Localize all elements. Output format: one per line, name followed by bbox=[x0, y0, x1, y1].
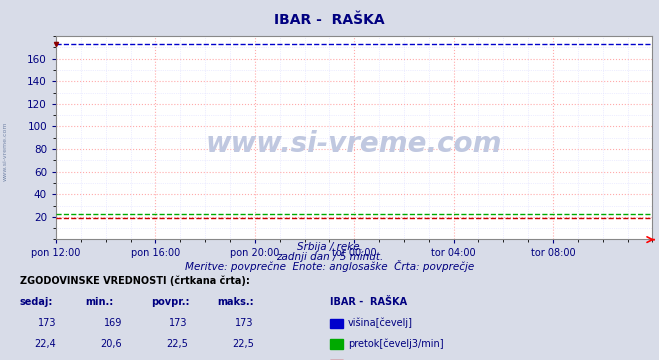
Text: ZGODOVINSKE VREDNOSTI (črtkana črta):: ZGODOVINSKE VREDNOSTI (črtkana črta): bbox=[20, 276, 250, 287]
Text: Meritve: povprečne  Enote: anglosaške  Črta: povprečje: Meritve: povprečne Enote: anglosaške Črt… bbox=[185, 260, 474, 272]
Text: Srbija / reke.: Srbija / reke. bbox=[297, 242, 362, 252]
Text: povpr.:: povpr.: bbox=[152, 297, 190, 307]
Text: 173: 173 bbox=[38, 318, 56, 328]
Text: 173: 173 bbox=[169, 318, 188, 328]
Text: IBAR -  RAŠKA: IBAR - RAŠKA bbox=[330, 297, 407, 307]
Text: višina[čevelj]: višina[čevelj] bbox=[348, 318, 413, 328]
Text: zadnji dan / 5 minut.: zadnji dan / 5 minut. bbox=[276, 252, 383, 262]
Text: min.:: min.: bbox=[86, 297, 114, 307]
Text: IBAR -  RAŠKA: IBAR - RAŠKA bbox=[274, 13, 385, 27]
Text: 173: 173 bbox=[235, 318, 254, 328]
Text: www.si-vreme.com: www.si-vreme.com bbox=[206, 130, 502, 158]
Text: 22,5: 22,5 bbox=[232, 339, 254, 349]
Text: maks.:: maks.: bbox=[217, 297, 254, 307]
Text: www.si-vreme.com: www.si-vreme.com bbox=[3, 121, 8, 181]
Text: sedaj:: sedaj: bbox=[20, 297, 53, 307]
Text: 22,4: 22,4 bbox=[34, 339, 56, 349]
Text: 20,6: 20,6 bbox=[100, 339, 122, 349]
Text: 169: 169 bbox=[103, 318, 122, 328]
Text: 22,5: 22,5 bbox=[166, 339, 188, 349]
Text: pretok[čevelj3/min]: pretok[čevelj3/min] bbox=[348, 338, 444, 349]
